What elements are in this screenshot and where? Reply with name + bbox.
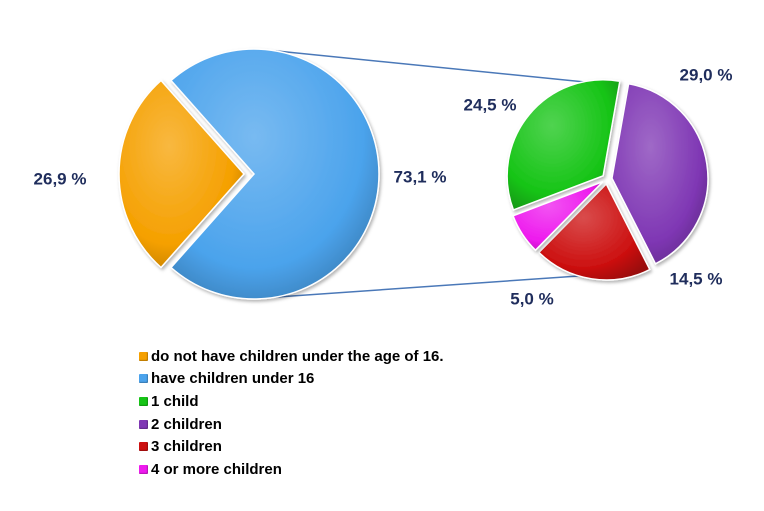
legend-swatch — [139, 442, 148, 452]
legend-swatch — [139, 464, 148, 474]
data-label-2-children: 29,0 % — [680, 65, 733, 84]
main-pie-slice-have-children-under-16 — [169, 48, 380, 300]
legend-label: 3 children — [151, 438, 222, 456]
data-label-1-child: 24,5 % — [464, 95, 517, 114]
legend-item-2-children: 2 children — [139, 413, 444, 436]
legend-item-have-children-under-16: have children under 16 — [139, 368, 444, 391]
main-pie-slice-do-not-have-children-under-the-age-of-16 — [118, 79, 246, 269]
legend-label: 1 child — [151, 392, 199, 410]
legend-label: 4 or more children — [151, 460, 282, 478]
legend-swatch — [139, 396, 148, 406]
breakdown-pie-slice-2-children — [611, 82, 709, 265]
data-label-do-not-have-children-under-the-age-of-16: 26,9 % — [34, 169, 87, 188]
breakdown-pie-slice-4-or-more-children — [512, 181, 604, 252]
data-label-3-children: 14,5 % — [670, 269, 723, 288]
chart-legend: do not have children under the age of 16… — [139, 345, 444, 481]
breakdown-pie-slice-3-children — [537, 182, 651, 281]
legend-label: do not have children under the age of 16… — [151, 347, 444, 365]
legend-swatch — [139, 419, 148, 429]
connector-line-top — [275, 50, 599, 85]
legend-item-1-child: 1 child — [139, 390, 444, 413]
legend-label: 2 children — [151, 415, 222, 433]
connector-line-bottom — [275, 273, 599, 298]
legend-item-3-children: 3 children — [139, 435, 444, 458]
data-label-have-children-under-16: 73,1 % — [394, 167, 447, 186]
data-label-4-or-more-children: 5,0 % — [510, 289, 553, 308]
breakdown-pie-slice-1-child — [506, 79, 621, 211]
legend-item-do-not-have-children-under-the-age-of-16: do not have children under the age of 16… — [139, 345, 444, 368]
legend-label: have children under 16 — [151, 370, 315, 388]
legend-item-4-or-more-children: 4 or more children — [139, 458, 444, 481]
legend-swatch — [139, 374, 148, 384]
legend-swatch — [139, 351, 148, 361]
